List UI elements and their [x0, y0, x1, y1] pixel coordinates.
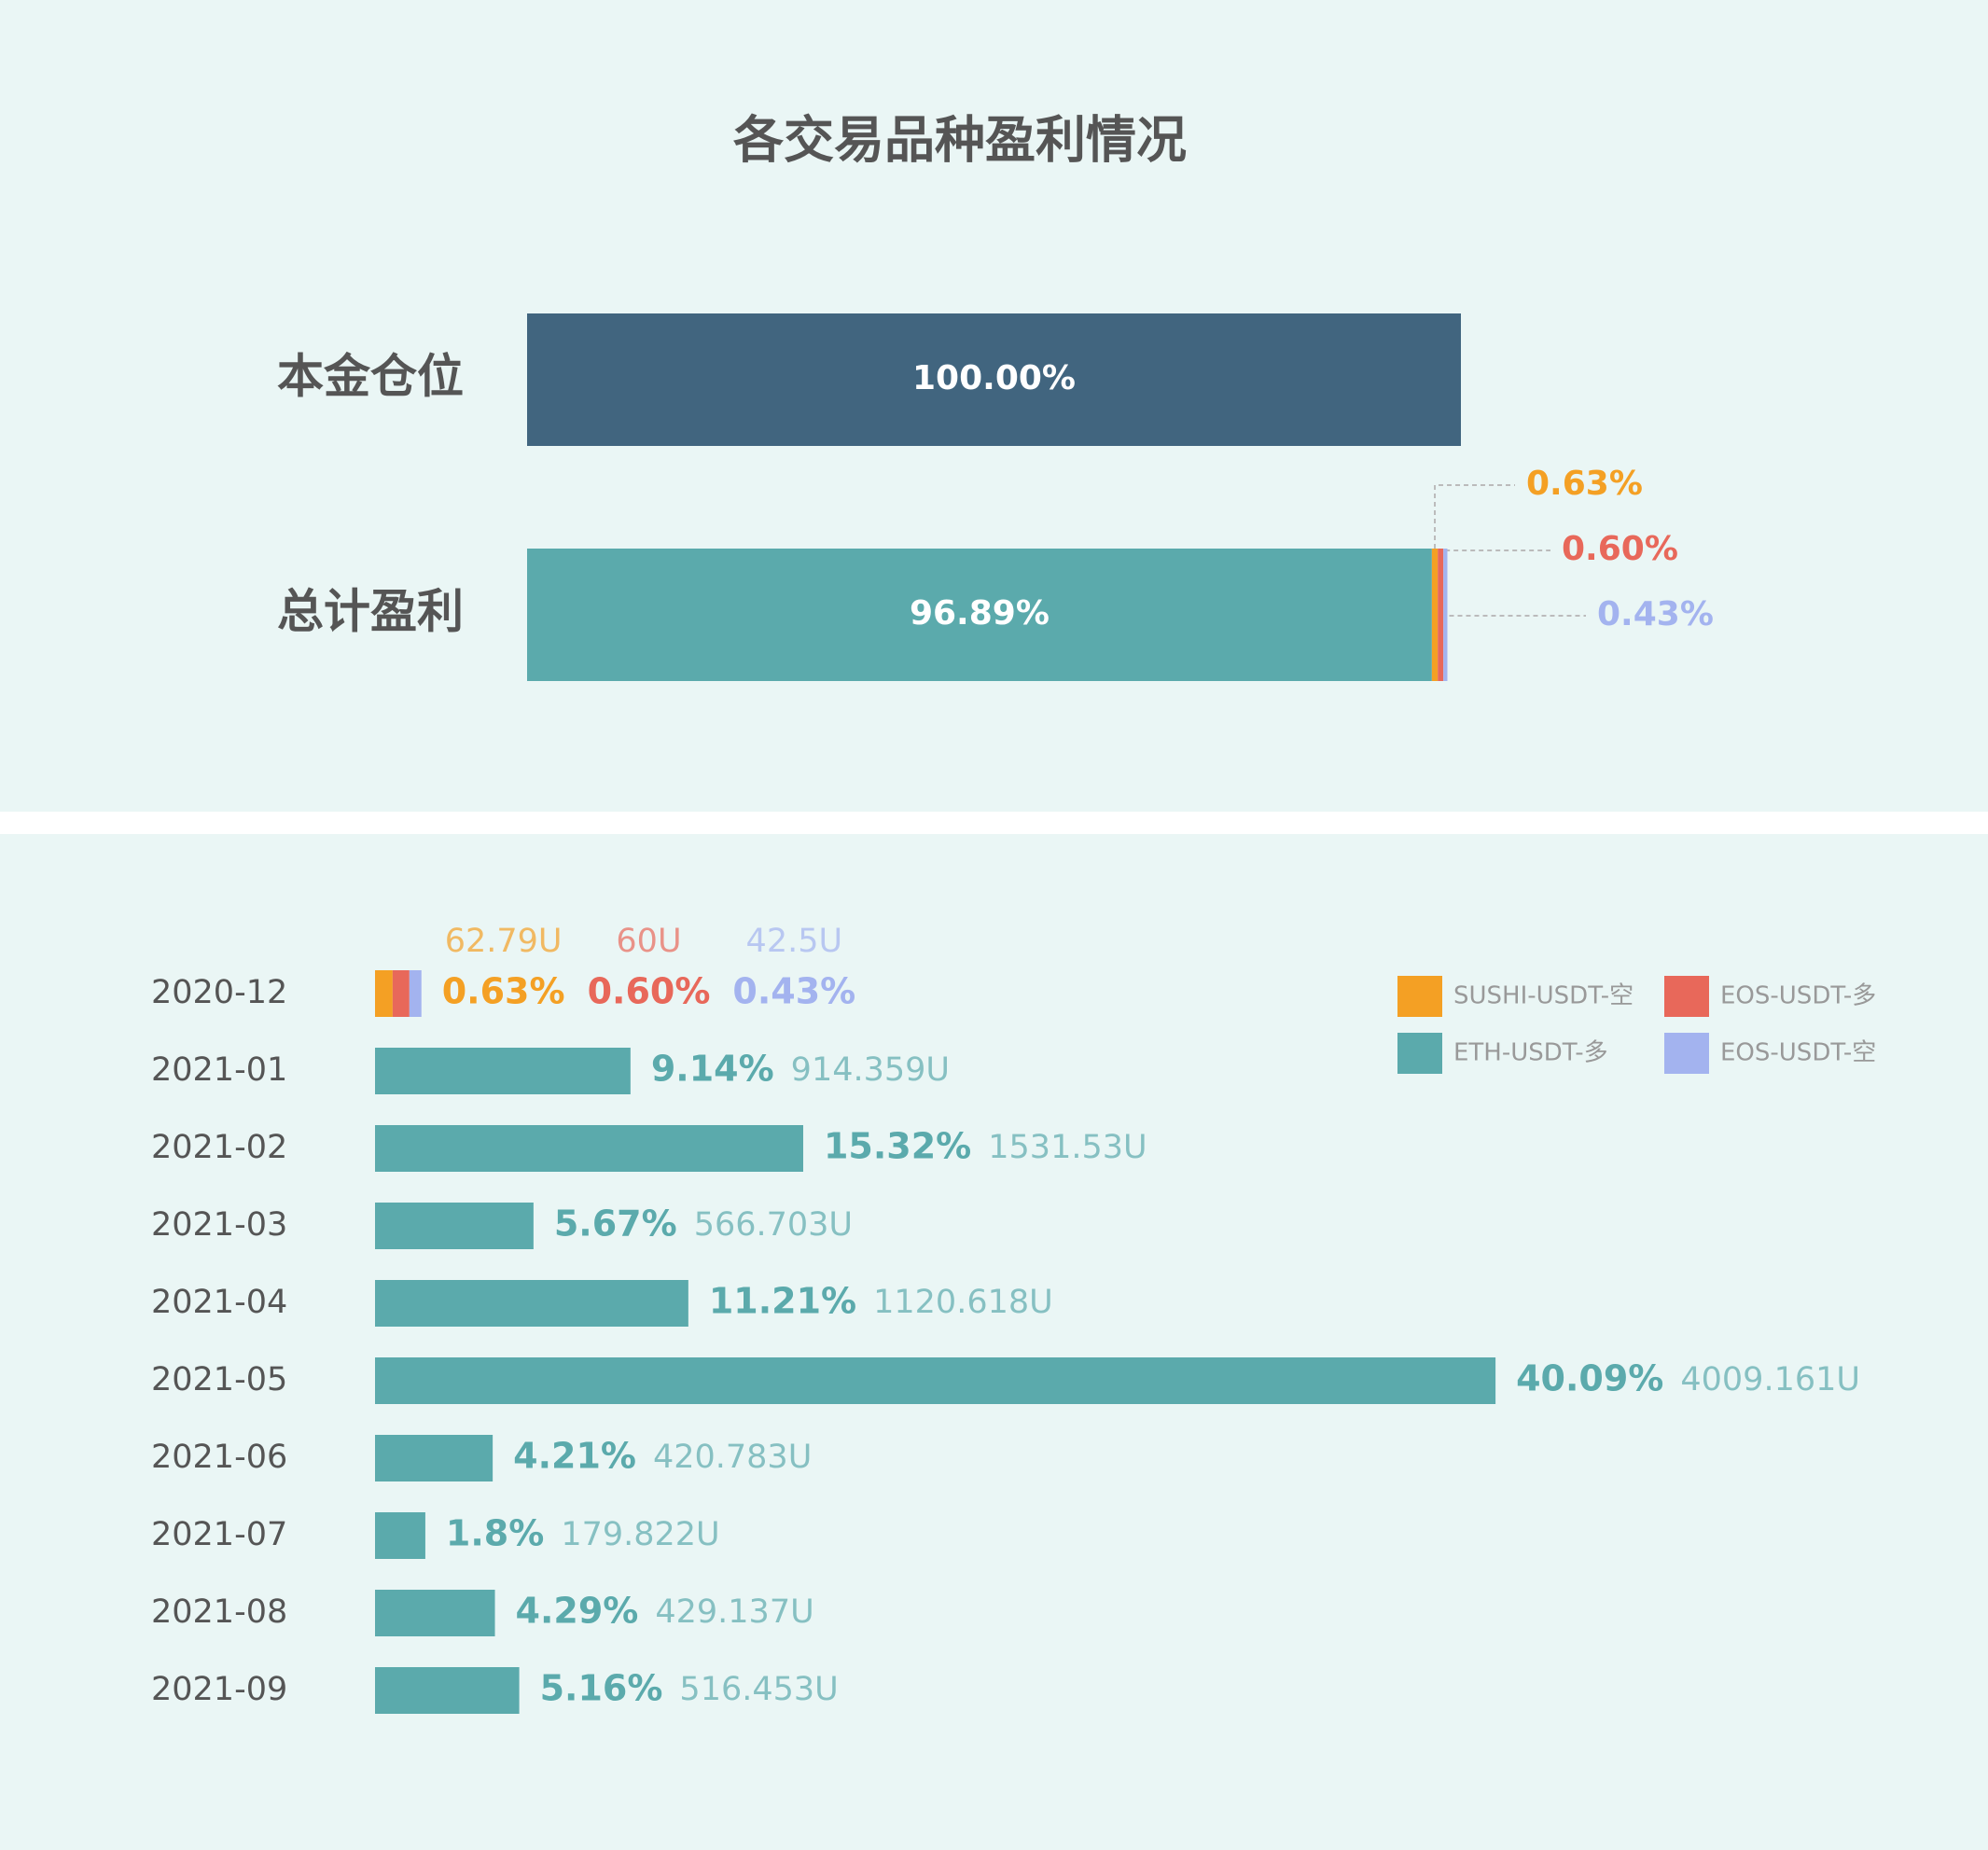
value-label: 1.8% — [446, 1513, 544, 1554]
value-label: 4.29% — [516, 1591, 639, 1632]
category-label: 本金仓位 — [277, 350, 464, 404]
category-label: 2021-04 — [151, 1284, 287, 1321]
amount-label: 42.5U — [746, 923, 843, 960]
legend-label: EOS-USDT-空 — [1720, 1039, 1876, 1067]
value-label: 96.89% — [910, 594, 1050, 633]
bar-segment — [375, 1357, 1496, 1404]
bar-segment — [375, 1512, 425, 1559]
legend-label: EOS-USDT-多 — [1720, 982, 1876, 1010]
category-label: 2021-05 — [151, 1361, 287, 1398]
value-label: 11.21% — [709, 1281, 856, 1322]
bar-segment — [409, 970, 422, 1017]
category-label: 2021-07 — [151, 1516, 287, 1553]
amount-label: 62.79U — [445, 923, 563, 960]
value-label: 0.60% — [1562, 530, 1678, 568]
bar-segment — [375, 1667, 520, 1714]
bar-segment — [527, 313, 1461, 446]
chart-title: 各交易品种盈利情况 — [733, 111, 1187, 170]
legend-swatch — [1397, 1033, 1442, 1074]
category-label: 2021-02 — [151, 1129, 287, 1166]
bar-segment — [375, 970, 393, 1017]
amount-label: 420.783U — [653, 1439, 812, 1476]
bar-segment — [527, 549, 1432, 681]
category-label: 2021-09 — [151, 1671, 287, 1708]
value-label: 0.63% — [1526, 465, 1643, 503]
value-label: 0.43% — [1597, 595, 1714, 633]
value-label: 0.43% — [732, 971, 855, 1012]
value-label: 0.60% — [588, 971, 711, 1012]
value-label: 0.63% — [442, 971, 565, 1012]
bar-segment — [375, 1590, 495, 1636]
leader-line — [1434, 484, 1515, 549]
bar-segment — [375, 1203, 534, 1249]
amount-label: 60U — [616, 923, 681, 960]
amount-label: 1531.53U — [988, 1129, 1147, 1166]
legend-swatch — [1397, 976, 1442, 1017]
category-label: 2021-06 — [151, 1439, 287, 1476]
legend-label: ETH-USDT-多 — [1453, 1039, 1608, 1067]
category-label: 2021-08 — [151, 1593, 287, 1631]
bar-segment — [1438, 549, 1444, 681]
bar-segment — [375, 1280, 688, 1327]
category-label: 2021-03 — [151, 1206, 287, 1244]
legend-swatch — [1664, 1033, 1709, 1074]
amount-label: 566.703U — [694, 1206, 853, 1244]
bar-segment — [375, 1125, 803, 1172]
amount-label: 429.137U — [655, 1593, 813, 1631]
bottom-panel — [0, 834, 1988, 1850]
separator — [0, 812, 1988, 834]
amount-label: 1120.618U — [873, 1284, 1053, 1321]
bar-segment — [1431, 549, 1439, 681]
value-label: 5.16% — [540, 1668, 663, 1709]
value-label: 9.14% — [651, 1049, 774, 1090]
value-label: 4.21% — [513, 1436, 636, 1477]
category-label: 2020-12 — [151, 974, 287, 1011]
amount-label: 179.822U — [561, 1516, 719, 1553]
category-label: 2021-01 — [151, 1051, 287, 1089]
category-label: 总计盈利 — [277, 585, 464, 639]
bar-segment — [375, 1048, 631, 1094]
value-label: 100.00% — [912, 359, 1076, 397]
value-label: 40.09% — [1516, 1358, 1663, 1399]
bar-segment — [1443, 549, 1448, 681]
value-label: 15.32% — [824, 1126, 971, 1167]
amount-label: 914.359U — [791, 1051, 950, 1089]
amount-label: 4009.161U — [1680, 1361, 1860, 1398]
legend-swatch — [1664, 976, 1709, 1017]
bar-segment — [392, 970, 410, 1017]
value-label: 5.67% — [554, 1203, 677, 1245]
bar-segment — [375, 1435, 494, 1481]
legend-label: SUSHI-USDT-空 — [1453, 982, 1633, 1010]
amount-label: 516.453U — [679, 1671, 838, 1708]
